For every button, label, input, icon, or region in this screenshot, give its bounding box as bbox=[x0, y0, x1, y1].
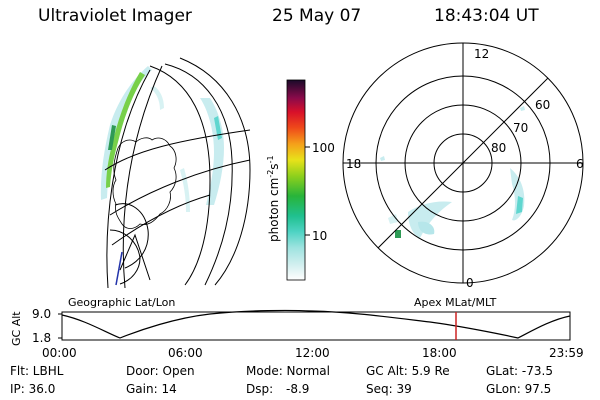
polar-mlt-0: 0 bbox=[466, 276, 474, 290]
altitude-plot bbox=[58, 309, 571, 341]
colorbar-tick-10: 10 bbox=[312, 229, 328, 243]
observation-date: 25 May 07 bbox=[272, 6, 362, 26]
polar-lat-70: 70 bbox=[513, 121, 529, 135]
status-filter: Flt: LBHL bbox=[10, 364, 64, 378]
time-tick-0: 00:00 bbox=[42, 346, 77, 360]
colorbar-unit-s: s bbox=[267, 163, 281, 170]
time-tick-4: 23:59 bbox=[549, 346, 584, 360]
status-dsp-label: Dsp: bbox=[246, 382, 274, 396]
colorbar bbox=[286, 79, 310, 281]
colorbar-unit-exp1: -2 bbox=[266, 169, 275, 178]
status-glat: GLat: -73.5 bbox=[486, 364, 553, 378]
polar-plot bbox=[342, 42, 584, 284]
colorbar-tick-100: 100 bbox=[312, 141, 335, 155]
observation-time: 18:43:04 UT bbox=[434, 6, 539, 26]
aurora-emission-left bbox=[100, 66, 224, 212]
status-gc-alt: GC Alt: 5.9 Re bbox=[366, 364, 450, 378]
polar-lat-80: 80 bbox=[491, 141, 507, 155]
polar-lat-60: 60 bbox=[535, 98, 551, 112]
status-glon: GLon: 97.5 bbox=[486, 382, 552, 396]
instrument-title: Ultraviolet Imager bbox=[38, 6, 192, 26]
status-dsp-value: -8.9 bbox=[286, 382, 310, 396]
colorbar-unit-exp2: -1 bbox=[266, 155, 275, 164]
colorbar-unit-label: photon cm-2s-1 bbox=[266, 155, 281, 242]
status-gain: Gain: 14 bbox=[126, 382, 177, 396]
geographic-panel-title: Geographic Lat/Lon bbox=[68, 296, 176, 309]
colorbar-unit-base: photon cm bbox=[267, 177, 281, 242]
status-mode: Mode: Normal bbox=[246, 364, 330, 378]
time-tick-1: 06:00 bbox=[168, 346, 203, 360]
polar-mlt-18: 18 bbox=[346, 157, 362, 171]
geographic-map bbox=[100, 57, 251, 289]
polar-mlt-12: 12 bbox=[474, 47, 490, 61]
altitude-ytick-high: 9.0 bbox=[32, 307, 52, 321]
altitude-curve bbox=[61, 309, 571, 339]
time-tick-3: 18:00 bbox=[422, 346, 457, 360]
status-door: Door: Open bbox=[126, 364, 195, 378]
status-ip: IP: 36.0 bbox=[10, 382, 56, 396]
altitude-ylabel: GC Alt bbox=[10, 311, 23, 346]
polar-mlt-6: 6 bbox=[576, 157, 584, 171]
altitude-ytick-low: 1.8 bbox=[32, 331, 52, 345]
coastline bbox=[112, 137, 177, 229]
time-tick-2: 12:00 bbox=[295, 346, 330, 360]
status-seq: Seq: 39 bbox=[366, 382, 412, 396]
apex-panel-title: Apex MLat/MLT bbox=[414, 296, 497, 309]
